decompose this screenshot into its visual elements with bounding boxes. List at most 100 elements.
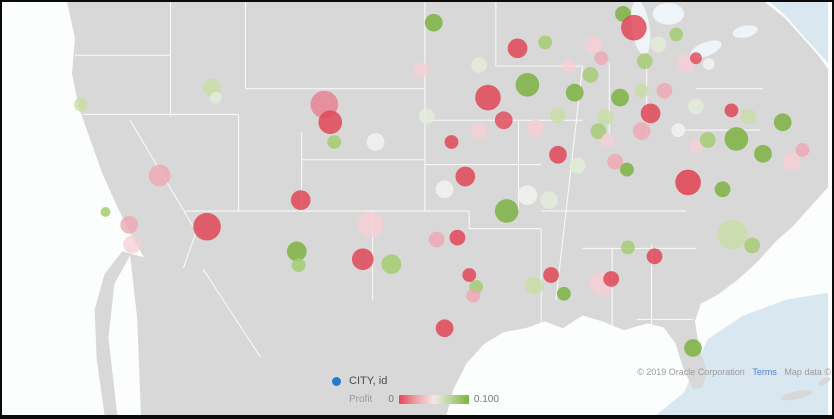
gulf-of-california-water [108, 255, 142, 415]
city-bubble[interactable] [435, 319, 454, 338]
city-bubble[interactable] [466, 288, 481, 303]
city-bubble[interactable] [494, 111, 513, 130]
caribbean-islands [781, 377, 831, 401]
profit-legend-row: Profit 0 0.100 [349, 391, 499, 407]
terms-link[interactable]: Terms [752, 367, 777, 377]
map-data-text: Map data © [784, 367, 831, 377]
city-bubble[interactable] [646, 248, 663, 265]
city-bubble[interactable] [351, 248, 374, 271]
city-bubble[interactable] [597, 109, 614, 126]
city-bubble[interactable] [621, 14, 647, 41]
city-bubble[interactable] [684, 339, 702, 357]
city-bubble[interactable] [724, 103, 739, 118]
city-bubble[interactable] [210, 91, 222, 104]
city-bubble[interactable] [120, 215, 139, 234]
city-bubble[interactable] [582, 67, 599, 83]
city-bubble[interactable] [193, 212, 221, 241]
city-bubble[interactable] [621, 240, 635, 255]
map-attribution: © 2019 Oracle Corporation Terms Map data… [637, 367, 831, 377]
city-bubble[interactable] [556, 286, 571, 301]
city-bubble[interactable] [462, 268, 477, 282]
city-bubble[interactable] [675, 169, 701, 196]
city-bubble[interactable] [475, 84, 501, 111]
profit-metric-label: Profit [349, 393, 373, 405]
city-bubble[interactable] [471, 123, 487, 140]
city-bubble[interactable] [744, 237, 761, 254]
city-bubble[interactable] [603, 271, 620, 287]
city-bubble[interactable] [515, 72, 540, 97]
city-bubble[interactable] [620, 162, 634, 177]
city-bubble[interactable] [148, 164, 171, 187]
scale-min-label: 0 [388, 393, 394, 405]
city-bubble[interactable] [611, 88, 629, 107]
city-bubble[interactable] [773, 113, 792, 132]
scale-max-label: 0.100 [473, 393, 499, 405]
city-bubble[interactable] [73, 97, 88, 112]
city-bubble[interactable] [714, 181, 731, 198]
city-bubble[interactable] [424, 13, 443, 32]
city-bubble[interactable] [444, 135, 459, 149]
city-bubble[interactable] [525, 277, 544, 295]
city-bubble[interactable] [688, 98, 704, 115]
city-bubble[interactable] [601, 133, 616, 147]
city-bubble[interactable] [607, 153, 624, 170]
city-bubble[interactable] [291, 258, 306, 273]
city-bubble[interactable] [669, 27, 684, 42]
map-legend: CITY, id Profit 0 0.100 [332, 373, 499, 407]
city-bubble[interactable] [494, 199, 519, 223]
city-bubble[interactable] [650, 36, 667, 53]
city-bubble[interactable] [550, 107, 566, 124]
city-bubble[interactable] [689, 139, 703, 153]
city-bubble[interactable] [471, 57, 487, 73]
city-bubble[interactable] [449, 229, 466, 246]
city-bubble[interactable] [754, 144, 772, 163]
city-bubble[interactable] [286, 241, 307, 262]
city-bubble[interactable] [656, 82, 673, 99]
city-bubble[interactable] [123, 235, 142, 254]
city-bubble[interactable] [366, 133, 385, 151]
city-bubble[interactable] [740, 108, 757, 125]
atlantic-water-northeast [769, 2, 829, 64]
city-bubble[interactable] [584, 36, 603, 55]
city-bubble[interactable] [455, 166, 476, 187]
city-bubble[interactable] [724, 127, 749, 151]
city-bubble[interactable] [699, 132, 716, 148]
city-bubble[interactable] [413, 62, 429, 78]
city-bubble[interactable] [634, 83, 649, 98]
city-bubble[interactable] [538, 35, 553, 50]
city-bubble[interactable] [290, 190, 311, 210]
city-bubble[interactable] [381, 254, 402, 275]
city-bubble[interactable] [357, 211, 384, 238]
city-bubble[interactable] [507, 38, 528, 59]
city-bubble[interactable] [561, 59, 576, 73]
city-bubble[interactable] [318, 110, 343, 135]
city-bubble[interactable] [690, 52, 702, 65]
city-bubble[interactable] [702, 58, 715, 71]
city-bubble[interactable] [549, 145, 567, 164]
city-bubble[interactable] [418, 108, 435, 125]
city-bubble[interactable] [327, 135, 342, 149]
city-bubble[interactable] [671, 123, 686, 138]
city-bubble[interactable] [100, 207, 111, 217]
city-bubble[interactable] [782, 152, 801, 171]
city-bubble[interactable] [569, 157, 586, 174]
city-bubble[interactable] [717, 219, 748, 250]
city-bubble[interactable] [540, 191, 558, 209]
city-bubble[interactable] [632, 122, 651, 140]
city-bubble[interactable] [526, 119, 545, 138]
city-bubble[interactable] [565, 83, 584, 102]
city-bubble[interactable] [640, 103, 661, 124]
city-bubble[interactable] [543, 267, 559, 283]
city-bubble[interactable] [435, 180, 454, 199]
city-bubble[interactable] [594, 51, 609, 66]
lake-ontario [732, 25, 758, 38]
island [817, 377, 831, 386]
city-bubble[interactable] [590, 123, 607, 140]
city-bubble[interactable] [517, 185, 538, 206]
copyright-text: © 2019 Oracle Corporation [637, 367, 745, 377]
city-bubble[interactable] [428, 231, 445, 248]
city-bubble[interactable] [636, 53, 653, 70]
city-bubble[interactable] [795, 142, 810, 157]
city-layer-dot-icon [332, 376, 341, 386]
